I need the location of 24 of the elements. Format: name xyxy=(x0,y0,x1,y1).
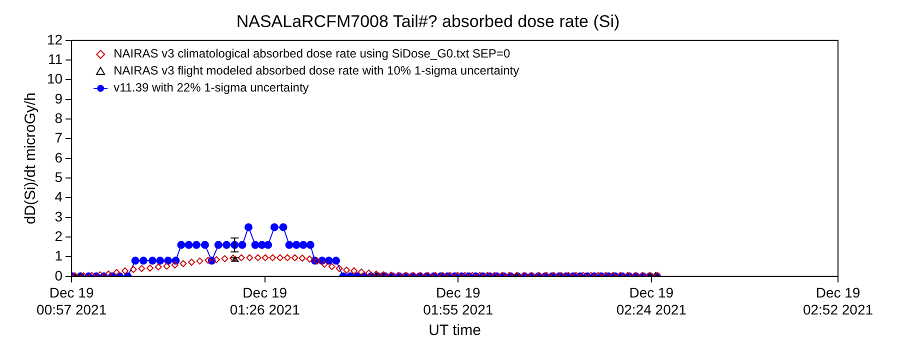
y-tick-label: 3 xyxy=(54,208,63,224)
y-tick-label: 8 xyxy=(54,110,63,126)
y-tick-label: 2 xyxy=(54,228,63,244)
y-tick-label: 9 xyxy=(54,90,63,106)
y-tick-label: 7 xyxy=(54,130,63,146)
x-axis-title: UT time xyxy=(428,322,481,340)
legend-label: v11.39 with 22% 1-sigma uncertainty xyxy=(114,80,309,95)
x-tick-label: Dec 19 01:26 2021 xyxy=(230,284,300,318)
y-tick-label: 0 xyxy=(54,267,63,284)
chart-title: NASALaRCFM7008 Tail#? absorbed dose rate (Si) xyxy=(236,12,620,31)
legend-label: NAIRAS v3 flight modeled absorbed dose rate with 10% 1-sigma uncertainty xyxy=(114,64,520,78)
y-tick-label: 5 xyxy=(54,168,63,185)
y-tick-label: 12 xyxy=(46,31,63,48)
y-tick-label: 11 xyxy=(48,50,63,67)
y-tick-label: 10 xyxy=(46,70,63,87)
x-tick-label: Dec 19 02:24 2021 xyxy=(616,284,687,318)
x-tick-label: Dec 19 01:55 2021 xyxy=(423,284,494,318)
legend-label: NAIRAS v3 climatological absorbed dose rate using SiDose_G0.txt SEP=0 xyxy=(114,46,510,61)
y-axis-title: dD(Si)/dt microGy/h xyxy=(22,92,40,224)
y-tick-label: 6 xyxy=(54,149,63,166)
y-tick-label: 4 xyxy=(54,188,63,205)
x-tick-label: Dec 19 02:52 2021 xyxy=(802,284,874,318)
x-tick-label: Dec 19 00:57 2021 xyxy=(36,284,107,318)
y-tick-label: 1 xyxy=(54,248,63,264)
